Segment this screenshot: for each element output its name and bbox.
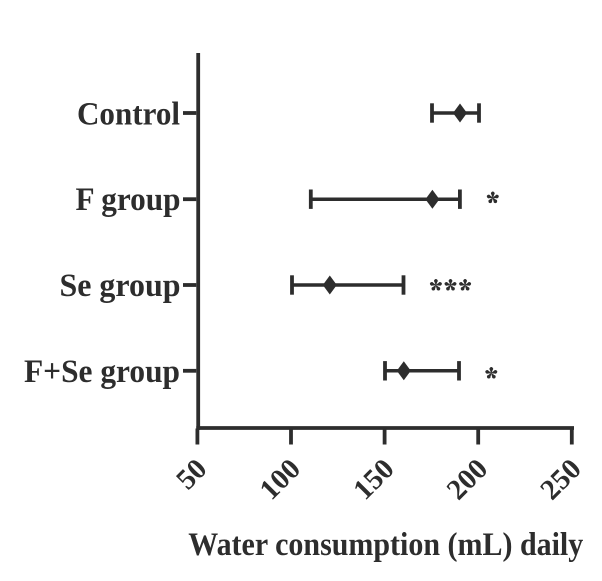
svg-text:Control: Control <box>77 97 180 133</box>
svg-text:Water consumption (mL) daily: Water consumption (mL) daily <box>188 527 583 563</box>
svg-text:F group: F group <box>76 182 181 218</box>
svg-text:100: 100 <box>254 453 307 506</box>
svg-text:150: 150 <box>347 453 400 506</box>
svg-text:50: 50 <box>170 453 213 496</box>
svg-text:250: 250 <box>534 453 587 506</box>
svg-text:200: 200 <box>441 453 494 506</box>
svg-text:Se group: Se group <box>60 268 181 304</box>
svg-text:F+Se group: F+Se group <box>24 354 180 390</box>
